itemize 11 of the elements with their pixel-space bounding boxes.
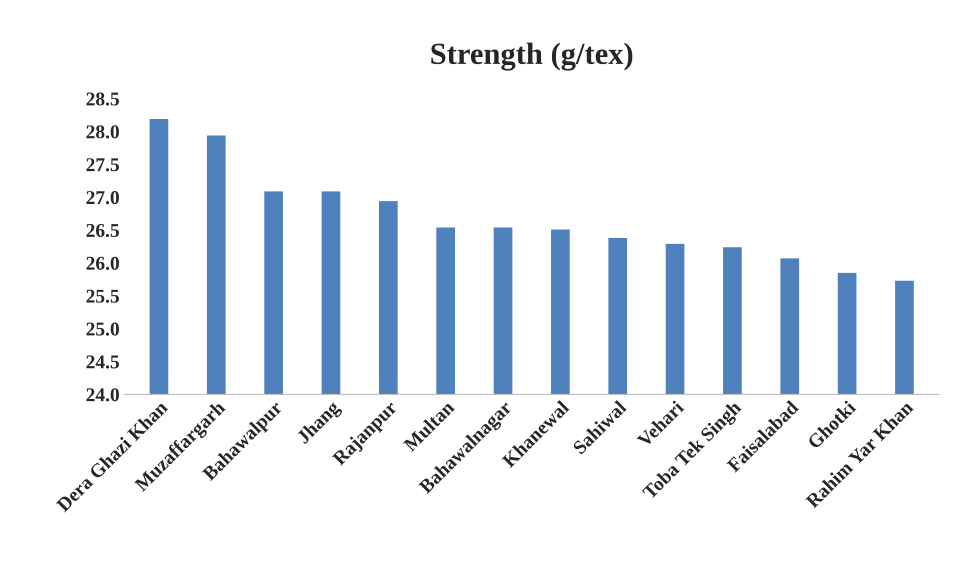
y-tick-label: 27.5 bbox=[86, 158, 119, 172]
y-tick-label: 28.0 bbox=[86, 125, 119, 138]
y-tick-label: 24.0 bbox=[86, 388, 119, 402]
y-tick-label: 24.5 bbox=[86, 355, 119, 369]
y-tick-label: 27.0 bbox=[86, 191, 119, 204]
y-tick-label: 28.5 bbox=[86, 92, 119, 106]
y-tick-label: 25.5 bbox=[86, 290, 119, 303]
y-tick-label: 25.0 bbox=[86, 322, 119, 336]
y-tick-label: 26.5 bbox=[86, 224, 119, 238]
y-tick-label: 26.0 bbox=[86, 256, 119, 270]
chart-title: Strength (g/tex) bbox=[431, 42, 632, 71]
